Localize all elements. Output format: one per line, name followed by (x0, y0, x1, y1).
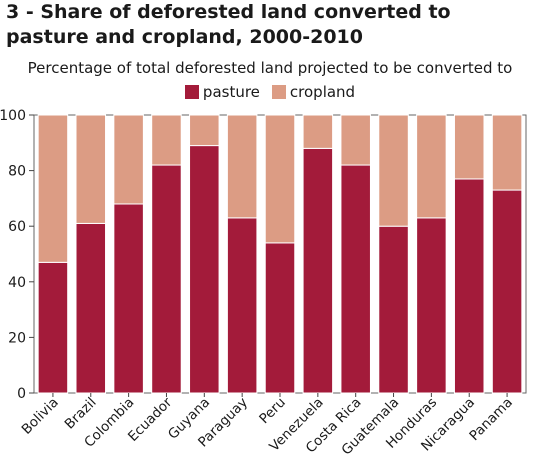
bar-cropland-nicaragua (453, 114, 485, 180)
bar-pasture-honduras (416, 217, 447, 394)
bar-pasture-costa-rica (340, 164, 371, 394)
bar-cropland-peru (264, 114, 296, 244)
y-tick-label: 80 (8, 164, 26, 180)
bar-pasture-peru (264, 242, 296, 394)
bar-cropland-guatemala (378, 114, 409, 227)
bar-pasture-ecuador (151, 164, 182, 394)
bar-pasture-nicaragua (453, 178, 485, 394)
bar-cropland-ecuador (151, 114, 182, 166)
bar-pasture-guyana (189, 145, 220, 394)
chart-title: 3 - Share of deforested land converted t… (6, 1, 451, 48)
bar-pasture-venezuela (302, 147, 334, 394)
legend-label-pasture: pasture (202, 83, 260, 101)
y-tick-label: 0 (17, 386, 26, 402)
bar-cropland-colombia (113, 114, 144, 205)
y-tick-label: 100 (0, 108, 26, 124)
bar-cropland-bolivia (37, 114, 69, 263)
legend: pasture cropland (0, 82, 540, 102)
bar-pasture-brazil (75, 222, 107, 394)
bar-cropland-panama (491, 114, 523, 191)
bar-cropland-honduras (416, 114, 447, 219)
bar-cropland-brazil (75, 114, 107, 224)
bar-cropland-venezuela (302, 114, 334, 149)
legend-swatch-cropland (271, 85, 286, 99)
bar-pasture-guatemala (378, 225, 409, 394)
legend-item-cropland: cropland (271, 82, 356, 102)
bar-pasture-paraguay (226, 217, 258, 394)
chart-subtitle: Percentage of total deforested land proj… (27, 59, 513, 77)
bar-cropland-guyana (189, 114, 220, 147)
bar-cropland-paraguay (226, 114, 258, 219)
y-tick-label: 60 (8, 219, 26, 235)
legend-item-pasture: pasture (184, 82, 260, 102)
bar-cropland-costa-rica (340, 114, 371, 166)
bar-pasture-bolivia (37, 261, 69, 394)
bar-pasture-panama (491, 189, 523, 394)
y-tick-label: 20 (8, 330, 26, 346)
x-tick-label: Peru (256, 395, 289, 428)
bar-pasture-colombia (113, 203, 144, 394)
legend-label-cropland: cropland (289, 83, 356, 101)
y-tick-label: 40 (8, 275, 26, 291)
legend-swatch-pasture (184, 85, 199, 99)
